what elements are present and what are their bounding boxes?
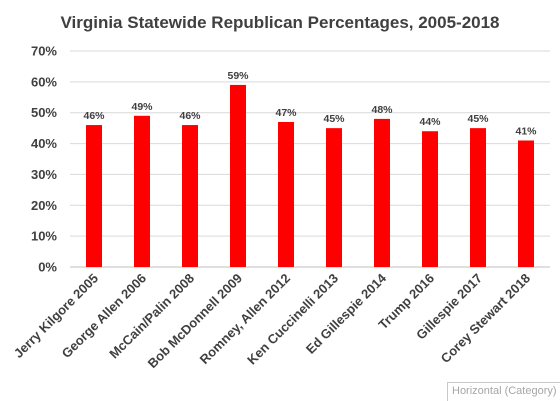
y-tick-label: 40%: [31, 136, 57, 151]
bar: [470, 128, 486, 267]
bar: [230, 84, 246, 267]
bars: [86, 84, 534, 267]
x-tick-label: Jerry Kilgore 2005: [11, 271, 101, 361]
x-tick-label: Ken Cuccinelli 2013: [244, 271, 341, 368]
y-tick-label: 50%: [31, 105, 57, 120]
x-tick-label: McCain/Palin 2008: [106, 271, 197, 362]
bar: [278, 121, 294, 267]
data-label: 41%: [515, 125, 537, 137]
data-label: 44%: [419, 116, 441, 128]
data-label: 59%: [227, 70, 249, 82]
data-label: 45%: [467, 113, 489, 125]
x-tick-label: Bob McDonnell 2009: [145, 271, 246, 372]
chart-title: Virginia Statewide Republican Percentage…: [60, 13, 499, 32]
x-tick-label: George Allen 2006: [59, 271, 149, 361]
bar: [182, 125, 198, 267]
bar: [326, 128, 342, 267]
y-tick-label: 20%: [31, 198, 57, 213]
x-tick-label: Corey Stewart 2018: [438, 271, 533, 366]
y-axis-ticks: 0% 10% 20% 30% 40% 50% 60% 70%: [31, 44, 57, 275]
data-label: 49%: [131, 101, 153, 113]
data-label: 48%: [371, 104, 393, 116]
x-tick-label: Romney, Allen 2012: [197, 271, 293, 367]
data-label: 45%: [323, 113, 345, 125]
y-tick-label: 0%: [38, 260, 57, 275]
bar: [134, 115, 150, 267]
data-label: 46%: [83, 110, 105, 122]
y-tick-label: 30%: [31, 167, 57, 182]
axis-tooltip: Horizontal (Category): [447, 382, 560, 401]
y-tick-label: 10%: [31, 229, 57, 244]
y-tick-label: 60%: [31, 74, 57, 89]
y-tick-label: 70%: [31, 44, 57, 59]
bar: [86, 125, 102, 267]
data-label: 46%: [179, 110, 201, 122]
bar: [374, 118, 390, 267]
bar: [422, 131, 438, 267]
data-labels: 46% 49% 46% 59% 47% 45% 48% 44% 45% 41%: [83, 70, 537, 138]
x-tick-label: Ed Gillespie 2014: [303, 270, 390, 357]
bar: [518, 140, 534, 267]
data-label: 47%: [275, 107, 297, 119]
